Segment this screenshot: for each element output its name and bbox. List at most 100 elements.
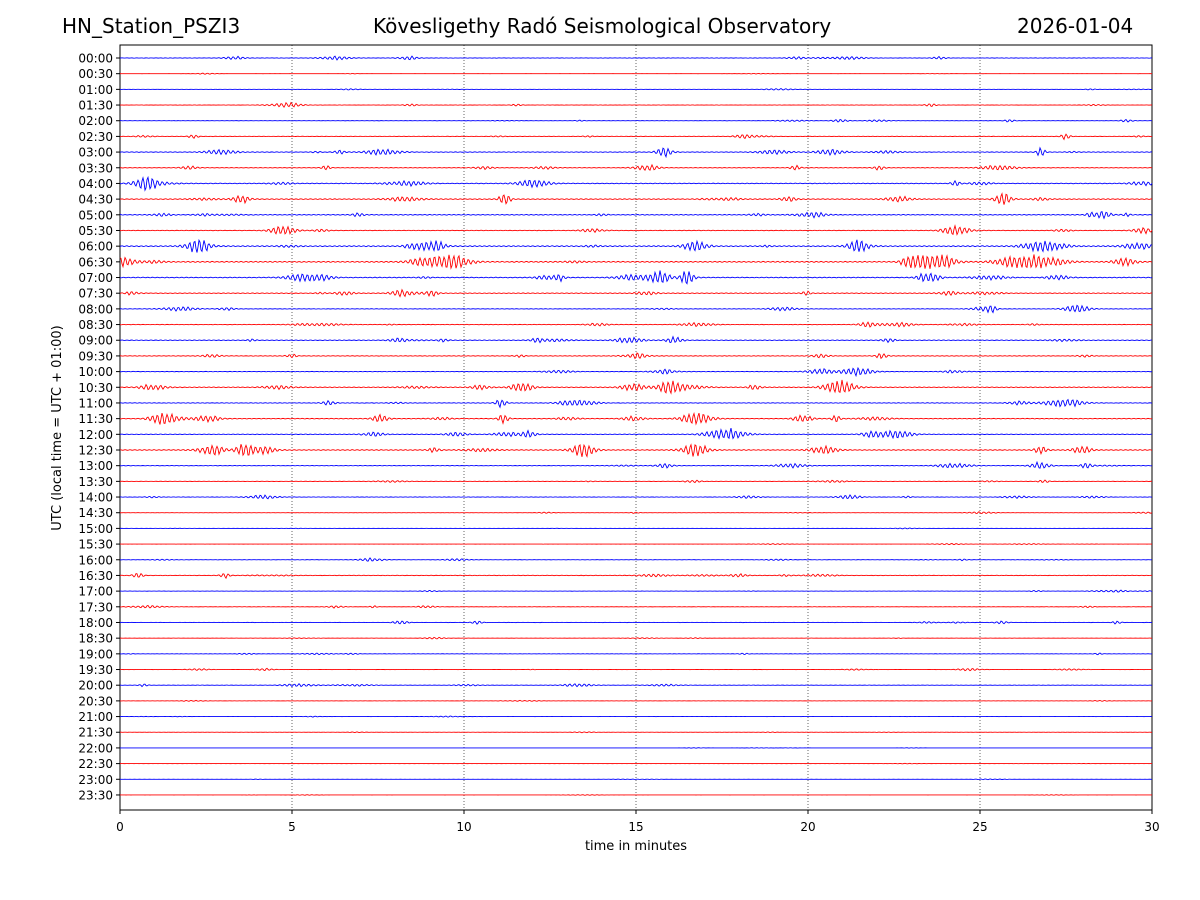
y-tick-label: 00:00	[78, 52, 113, 66]
y-tick-label: 15:30	[78, 538, 113, 552]
x-tick-label: 30	[1144, 820, 1159, 834]
y-tick-label: 02:00	[78, 114, 113, 128]
trace-row	[119, 683, 1153, 688]
trace-row	[119, 794, 1153, 796]
y-axis-label: UTC (local time = UTC + 01:00)	[50, 325, 65, 530]
y-tick-label: 20:00	[78, 679, 113, 693]
trace-row	[120, 398, 1153, 409]
y-tick-label: 06:00	[78, 240, 113, 254]
y-tick-label: 19:00	[78, 647, 113, 661]
trace-row	[119, 604, 1153, 609]
trace-row	[119, 101, 1153, 109]
y-tick-label: 23:30	[78, 788, 113, 802]
trace-row	[119, 321, 1153, 328]
x-axis-label: time in minutes	[585, 839, 687, 854]
y-tick-label: 12:30	[78, 444, 113, 458]
trace-row	[119, 412, 1153, 426]
trace-row	[119, 352, 1153, 360]
trace-row	[119, 620, 1153, 625]
trace-row	[119, 133, 1153, 141]
y-tick-label: 01:30	[78, 99, 113, 113]
y-tick-label: 11:00	[78, 396, 113, 410]
trace-row	[119, 778, 1153, 781]
x-tick-label: 0	[116, 820, 124, 834]
y-tick-label: 05:30	[78, 224, 113, 238]
y-tick-label: 05:00	[78, 208, 113, 222]
y-tick-label: 12:00	[78, 428, 113, 442]
x-tick-label: 5	[288, 820, 296, 834]
y-tick-label: 16:30	[78, 569, 113, 583]
trace-row	[119, 511, 1153, 515]
trace-row	[119, 699, 1153, 702]
trace-row	[119, 366, 1153, 378]
y-tick-label: 09:30	[78, 349, 113, 363]
trace-row	[119, 118, 1153, 123]
y-tick-label: 04:00	[78, 177, 113, 191]
trace-row	[119, 211, 1153, 220]
y-tick-label: 09:00	[78, 334, 113, 348]
y-tick-label: 07:30	[78, 287, 113, 301]
y-tick-label: 13:00	[78, 459, 113, 473]
y-tick-label: 02:30	[78, 130, 113, 144]
y-tick-label: 10:30	[78, 381, 113, 395]
y-tick-label: 14:00	[78, 491, 113, 505]
y-tick-label: 14:30	[78, 506, 113, 520]
y-tick-label: 03:00	[78, 146, 113, 160]
date-title: 2026-01-04	[1017, 14, 1134, 38]
y-tick-label: 04:30	[78, 193, 113, 207]
trace-row	[119, 479, 1153, 484]
trace-row	[119, 254, 1153, 270]
trace-row	[119, 731, 1153, 734]
x-tick-labels: 0 5 10 15 20 25 30	[116, 810, 1160, 834]
trace-row	[119, 55, 1153, 61]
trace-row	[119, 715, 1153, 718]
trace-row	[119, 87, 1153, 91]
trace-row	[119, 304, 1153, 314]
x-tick-label: 15	[628, 820, 643, 834]
y-tick-label: 06:30	[78, 255, 113, 269]
y-tick-label: 18:00	[78, 616, 113, 630]
y-tick-label: 08:30	[78, 318, 113, 332]
y-tick-label: 17:30	[78, 600, 113, 614]
trace-row	[119, 636, 1153, 640]
trace-row	[119, 557, 1153, 562]
trace-row	[119, 667, 1153, 672]
y-tick-label: 21:00	[78, 710, 113, 724]
trace-row	[119, 163, 1153, 171]
y-tick-label: 10:00	[78, 365, 113, 379]
trace-row	[119, 494, 1153, 500]
trace-row	[119, 460, 1153, 469]
trace-row	[119, 652, 1153, 656]
y-tick-label: 16:00	[78, 553, 113, 567]
trace-row	[119, 238, 1153, 253]
y-tick-label: 18:30	[78, 632, 113, 646]
trace-row	[119, 72, 1153, 75]
y-tick-label: 22:00	[78, 741, 113, 755]
trace-row	[119, 572, 1153, 580]
y-tick-label: 17:00	[78, 585, 113, 599]
y-tick-label: 03:30	[78, 161, 113, 175]
y-tick-label: 11:30	[78, 412, 113, 426]
trace-row	[120, 543, 1153, 546]
trace-row	[119, 427, 1153, 440]
trace-row	[119, 224, 1153, 236]
y-tick-label: 07:00	[78, 271, 113, 285]
grid-layer	[291, 45, 981, 810]
trace-row	[119, 175, 1153, 192]
y-tick-label: 22:30	[78, 757, 113, 771]
y-tick-label: 00:30	[78, 67, 113, 81]
y-tick-label: 20:30	[78, 694, 113, 708]
y-tick-label: 15:00	[78, 522, 113, 536]
trace-row	[119, 270, 1153, 285]
observatory-title: Kövesligethy Radó Seismological Observat…	[373, 14, 832, 38]
y-tick-label: 01:00	[78, 83, 113, 97]
trace-row	[119, 335, 1153, 344]
x-tick-label: 20	[800, 820, 815, 834]
station-title: HN_Station_PSZI3	[62, 14, 241, 38]
y-tick-label: 21:30	[78, 726, 113, 740]
trace-row	[119, 146, 1153, 159]
trace-row	[119, 379, 1153, 395]
y-tick-label: 23:00	[78, 773, 113, 787]
y-tick-label: 08:00	[78, 302, 113, 316]
